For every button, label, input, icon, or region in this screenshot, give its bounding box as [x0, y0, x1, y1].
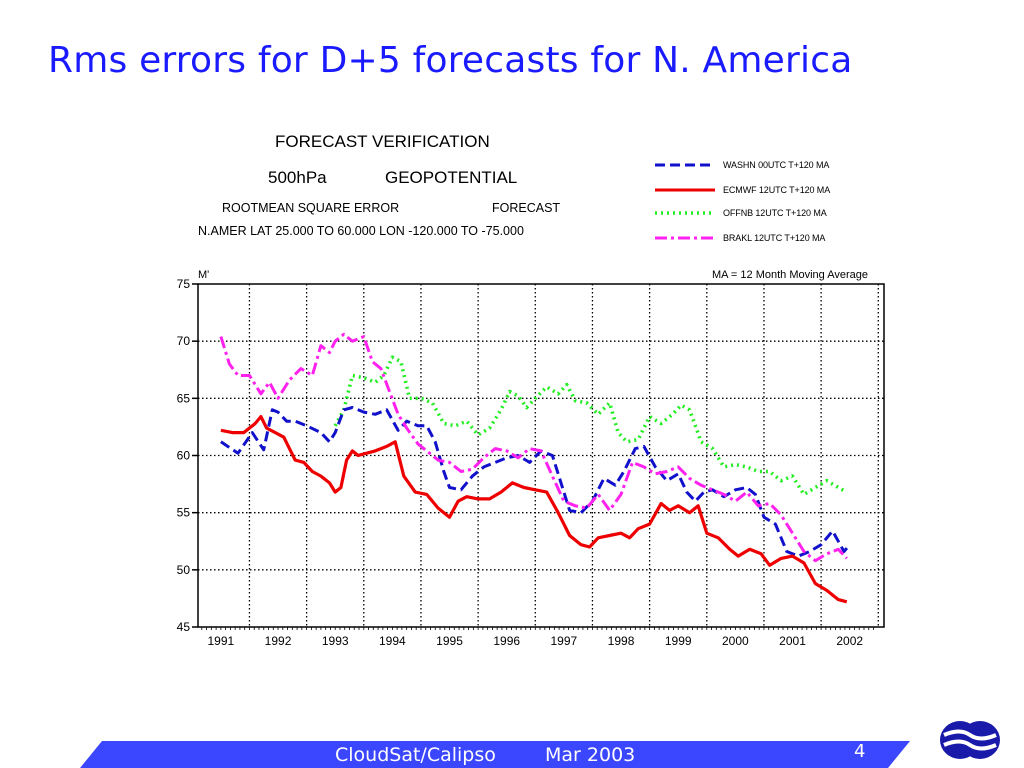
- y-tick-label: 75: [177, 277, 191, 291]
- legend-label-brakl: BRAKL 12UTC T+120 MA: [723, 233, 826, 243]
- legend-swatch-ecmwf: [655, 188, 715, 192]
- plot-frame: [197, 283, 885, 628]
- x-tick-label: 1995: [436, 634, 463, 648]
- x-tick-label: 2000: [722, 634, 749, 648]
- x-tick-label: 2002: [836, 634, 863, 648]
- y-tick-label: 65: [177, 391, 191, 405]
- legend-label-washn: WASHN 00UTC T+120 MA: [723, 160, 830, 170]
- ecmwf-logo-icon: [940, 721, 1000, 759]
- chart-annotation: MA = 12 Month Moving Average: [712, 269, 868, 281]
- chart-forecast-label: FORECAST: [492, 201, 561, 215]
- y-tick-label: 45: [177, 620, 191, 634]
- y-tick-label: 70: [177, 334, 191, 348]
- chart-parameter: GEOPOTENTIAL: [385, 168, 518, 187]
- x-tick-label: 1993: [322, 634, 349, 648]
- footer-bar: [80, 741, 910, 768]
- x-tick-label: 2001: [779, 634, 806, 648]
- legend-item-brakl: BRAKL 12UTC T+120 MA: [655, 231, 825, 245]
- chart-region: N.AMER LAT 25.000 TO 60.000 LON -120.000…: [198, 224, 524, 238]
- y-tick-label: 50: [177, 563, 191, 577]
- chart-level: 500hPa: [268, 168, 327, 187]
- series-line-ecmwf: [220, 415, 848, 604]
- y-axis-label: M': [198, 269, 209, 281]
- page-number: 4: [854, 741, 866, 762]
- x-tick-label: 1994: [379, 634, 406, 648]
- legend-label-offnb: OFFNB 12UTC T+120 MA: [723, 208, 827, 218]
- legend-swatch-offnb: [655, 211, 715, 215]
- footer-text: CloudSat/Calipso: [335, 744, 496, 766]
- legend-label-ecmwf: ECMWF 12UTC T+120 MA: [723, 185, 831, 195]
- x-tick-label: 1991: [208, 634, 235, 648]
- x-tick-label: 1997: [551, 634, 578, 648]
- legend-item-ecmwf: ECMWF 12UTC T+120 MA: [655, 183, 830, 197]
- y-tick-label: 60: [177, 449, 191, 463]
- footer-date: Mar 2003: [545, 744, 636, 766]
- chart-title: FORECAST VERIFICATION: [275, 132, 490, 151]
- legend-swatch-washn: [655, 163, 715, 167]
- x-tick-label: 1998: [608, 634, 635, 648]
- x-tick-label: 1996: [493, 634, 520, 648]
- x-tick-label: 1992: [265, 634, 292, 648]
- series-line-brakl: [219, 332, 848, 563]
- slide-title: Rms errors for D+5 forecasts for N. Amer…: [48, 40, 853, 81]
- series-line-washn: [220, 406, 851, 558]
- y-tick-label: 55: [177, 506, 191, 520]
- legend-swatch-brakl: [655, 236, 715, 240]
- legend-item-washn: WASHN 00UTC T+120 MA: [655, 158, 829, 172]
- series-line-offnb: [333, 355, 848, 497]
- legend-item-offnb: OFFNB 12UTC T+120 MA: [655, 206, 827, 220]
- x-tick-label: 1999: [665, 634, 692, 648]
- chart-statistic: ROOTMEAN SQUARE ERROR: [222, 201, 400, 215]
